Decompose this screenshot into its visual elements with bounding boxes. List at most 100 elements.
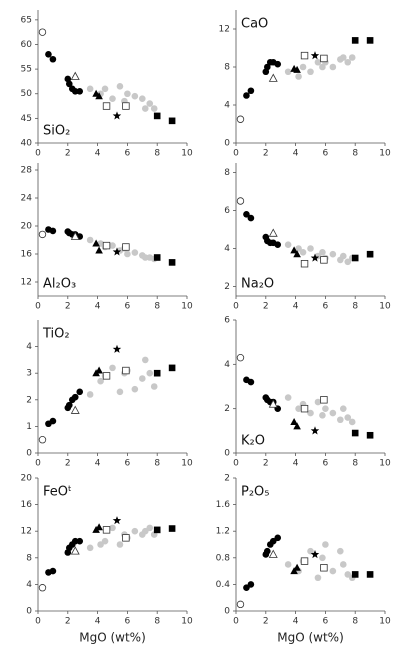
point xyxy=(322,405,329,412)
point xyxy=(322,541,329,548)
point xyxy=(274,241,282,248)
y-tick-label: 28 xyxy=(21,166,33,176)
point xyxy=(86,85,94,93)
x-tick-label: 0 xyxy=(233,459,239,469)
point xyxy=(150,383,158,390)
y-tick-label: 4 xyxy=(224,244,230,254)
point xyxy=(284,241,292,248)
point xyxy=(236,115,245,123)
y-tick-label: 50 xyxy=(21,89,33,99)
point xyxy=(153,254,161,261)
x-axis-label: MgO (wt%) xyxy=(79,631,146,645)
y-tick-label: 3 xyxy=(26,369,32,379)
point xyxy=(351,429,359,437)
point xyxy=(348,418,356,426)
point xyxy=(153,112,161,120)
x-tick-label: 8 xyxy=(352,149,358,159)
point xyxy=(236,353,245,362)
point xyxy=(109,242,116,249)
x-tick-label: 4 xyxy=(293,149,299,159)
x-tick-label: 0 xyxy=(35,617,41,627)
point xyxy=(366,571,374,578)
y-tick-label: 16 xyxy=(21,250,33,260)
x-tick-label: 10 xyxy=(379,459,391,469)
x-tick-label: 0 xyxy=(233,302,239,312)
point xyxy=(329,63,337,71)
point xyxy=(293,563,301,571)
point xyxy=(109,524,116,532)
y-tick-label: 6 xyxy=(224,206,230,216)
x-tick-label: 8 xyxy=(154,149,160,159)
point xyxy=(97,377,104,385)
y-tick-label: 2 xyxy=(26,395,32,405)
point xyxy=(49,55,57,63)
point xyxy=(95,366,103,374)
point xyxy=(247,581,255,588)
x-tick-label: 6 xyxy=(323,617,329,627)
point xyxy=(102,102,111,110)
oxide-label: Na₂O xyxy=(241,277,274,292)
y-tick-label: 24 xyxy=(21,194,33,204)
point xyxy=(351,37,359,44)
point xyxy=(122,243,130,251)
x-tick-label: 10 xyxy=(379,149,391,159)
point xyxy=(293,422,301,430)
point xyxy=(139,375,146,382)
point xyxy=(263,63,271,71)
x-tick-label: 10 xyxy=(181,617,193,627)
point xyxy=(109,364,116,372)
point xyxy=(38,28,47,36)
point xyxy=(268,549,278,558)
y-tick-label: 0.4 xyxy=(216,580,231,590)
point xyxy=(70,546,80,555)
point xyxy=(95,246,103,254)
point xyxy=(290,417,298,425)
oxide-label: K₂O xyxy=(241,434,265,449)
point xyxy=(146,100,154,107)
point xyxy=(274,60,282,68)
point xyxy=(295,245,302,252)
y-tick-label: 0 xyxy=(224,449,230,459)
point xyxy=(284,394,292,401)
point xyxy=(295,73,302,80)
point xyxy=(319,63,326,71)
point xyxy=(319,412,326,419)
point xyxy=(366,250,374,258)
point xyxy=(307,245,314,252)
point xyxy=(141,105,149,112)
point xyxy=(112,516,122,525)
x-tick-label: 0 xyxy=(35,459,41,469)
x-tick-label: 10 xyxy=(181,149,193,159)
x-tick-label: 4 xyxy=(95,459,101,469)
y-tick-label: 40 xyxy=(21,139,33,149)
x-tick-label: 2 xyxy=(65,302,71,312)
y-tick-label: 55 xyxy=(21,65,32,75)
oxide-label: CaO xyxy=(241,17,268,32)
y-tick-label: 0 xyxy=(224,139,230,149)
point xyxy=(49,227,57,235)
x-tick-label: 8 xyxy=(154,617,160,627)
point xyxy=(101,537,109,545)
y-tick-label: 20 xyxy=(21,222,33,232)
y-tick-label: 65 xyxy=(21,15,32,25)
y-tick-label: 16 xyxy=(21,500,33,510)
point xyxy=(314,398,322,406)
y-tick-label: 12 xyxy=(21,527,32,537)
y-tick-label: 6 xyxy=(224,316,230,326)
point xyxy=(116,388,124,396)
point xyxy=(247,378,255,386)
y-tick-label: 2 xyxy=(224,474,230,484)
point xyxy=(320,54,328,63)
y-tick-label: 45 xyxy=(21,114,32,124)
y-tick-label: 1.6 xyxy=(216,500,231,510)
point xyxy=(319,554,326,562)
y-tick-label: 12 xyxy=(219,25,230,35)
x-tick-label: 2 xyxy=(263,459,269,469)
point xyxy=(122,366,130,375)
point xyxy=(76,537,84,545)
point xyxy=(314,58,322,66)
x-tick-label: 10 xyxy=(379,617,391,627)
y-tick-label: 4 xyxy=(224,360,230,370)
x-tick-label: 8 xyxy=(352,302,358,312)
